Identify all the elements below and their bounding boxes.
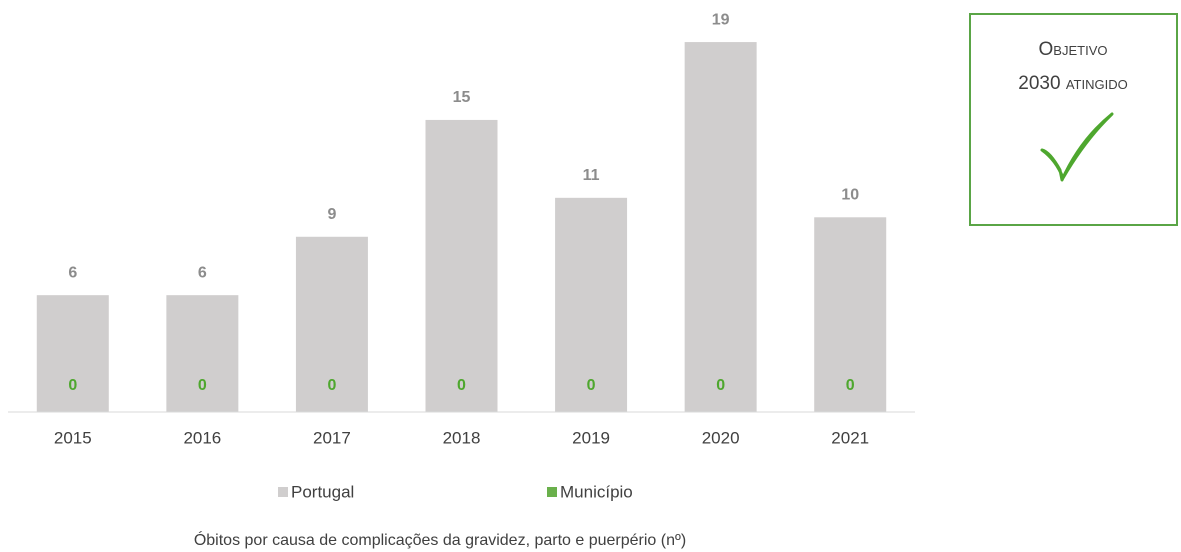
legend-label: Portugal [291,482,354,501]
x-tick-label: 2015 [54,428,92,447]
x-tick-label: 2016 [183,428,221,447]
data-label: 11 [583,167,600,184]
x-tick-label: 2020 [702,428,740,447]
bar [555,197,628,412]
bar [814,217,887,412]
data-label: 6 [198,264,207,281]
data-label: 15 [453,89,471,106]
bar [684,42,757,412]
data-label: 0 [327,377,336,394]
data-label: 0 [846,377,855,394]
data-label: 19 [712,11,730,28]
bar [425,119,498,412]
bar [295,236,368,412]
data-label: 0 [198,377,207,394]
bar [36,295,109,412]
x-tick-label: 2019 [572,428,610,447]
data-label: 0 [716,377,725,394]
bar [166,295,239,412]
annotation-line: Objetivo [1039,39,1108,60]
data-label: 9 [327,206,336,223]
data-label: 6 [68,264,77,281]
data-label: 0 [68,377,77,394]
x-tick-label: 2018 [443,428,481,447]
check-icon [1040,112,1114,182]
x-tick-label: 2021 [831,428,869,447]
legend-swatch [547,487,557,497]
data-label: 0 [587,377,596,394]
legend-swatch [278,487,288,497]
caption: Óbitos por causa de complicações da grav… [194,530,686,549]
data-label: 10 [841,187,859,204]
annotation-line: 2030 atingido [1018,73,1127,94]
annotation-box [969,13,1178,226]
legend-label: Município [560,482,633,501]
data-label: 0 [457,377,466,394]
x-tick-label: 2017 [313,428,351,447]
